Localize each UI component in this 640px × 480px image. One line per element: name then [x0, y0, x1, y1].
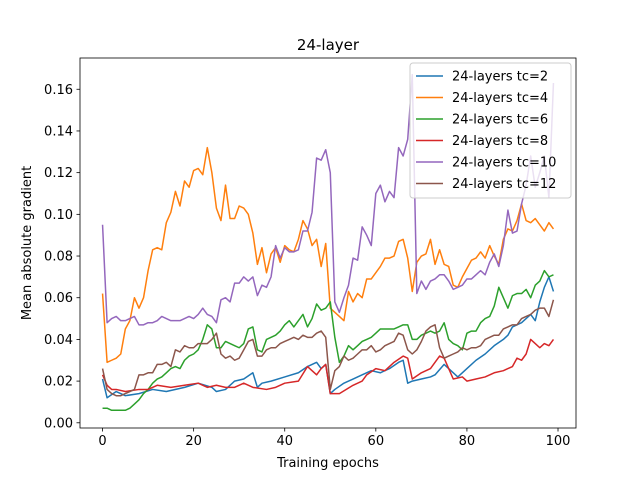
plot-frame [79, 57, 577, 429]
series-line-5 [101, 73, 555, 326]
series-line-6 [101, 299, 555, 397]
y-tick-label: 0.00 [44, 416, 73, 431]
y-tick-label: 0.06 [44, 291, 73, 306]
series-line-4 [101, 338, 555, 395]
legend-label-2: 24-layers tc=4 [452, 91, 548, 106]
legend: 24-layers tc=2 24-layers tc=4 24-layers tc… [409, 62, 572, 199]
y-tick-label: 0.02 [44, 375, 73, 390]
y-tick-label: 0.14 [44, 124, 73, 139]
legend-label-1: 24-layers tc=2 [452, 70, 548, 85]
series-line-1 [101, 276, 555, 399]
legend-box [409, 62, 572, 199]
series-line-3 [102, 269, 554, 412]
x-tick-label: 20 [185, 434, 202, 449]
y-tick-label: 0.10 [44, 208, 73, 223]
legend-label-5: 24-layers tc=10 [452, 156, 556, 171]
y-tick-label: 0.16 [44, 83, 73, 98]
legend-label-3: 24-layers tc=6 [452, 113, 548, 128]
y-axis: 0.00 0.02 0.04 0.06 0.08 0.10 0.12 0.14 0.16 [44, 83, 80, 431]
x-tick-label: 40 [276, 434, 293, 449]
y-tick-label: 0.12 [44, 166, 73, 181]
y-tick-label: 0.04 [44, 333, 73, 348]
series-line-2 [101, 146, 555, 364]
y-tick-label: 0.08 [44, 250, 73, 265]
x-tick-label: 100 [546, 434, 571, 449]
x-tick-label: 0 [98, 434, 106, 449]
x-axis-label: Training epochs [276, 456, 379, 471]
legend-label-4: 24-layers tc=8 [452, 134, 548, 149]
chart-title: 24-layer [297, 36, 360, 54]
x-tick-label: 60 [368, 434, 385, 449]
legend-label-6: 24-layers tc=12 [452, 177, 556, 192]
x-tick-label: 80 [459, 434, 476, 449]
y-axis-label: Mean absolute gradient [20, 166, 35, 320]
x-axis: 0 20 40 60 80 100 [98, 428, 570, 449]
plot-lines [101, 73, 555, 412]
